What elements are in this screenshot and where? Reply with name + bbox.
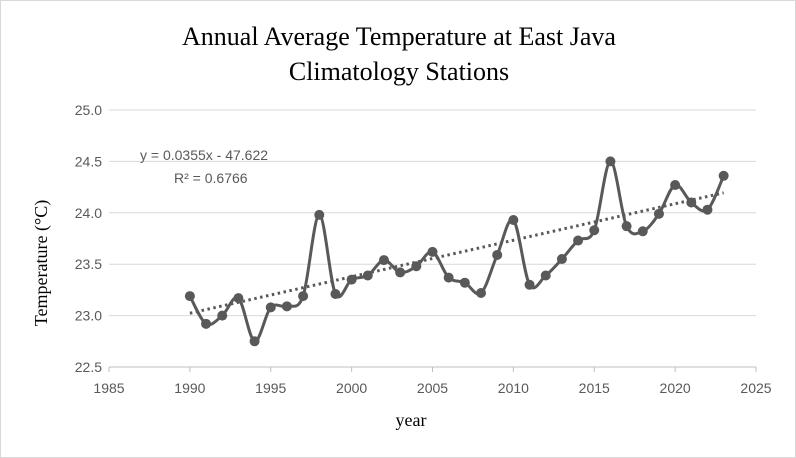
data-point <box>217 310 228 321</box>
data-point <box>378 255 389 266</box>
data-point <box>637 226 648 237</box>
data-point <box>346 274 357 285</box>
series-layer <box>184 156 729 347</box>
chart-title-line-2: Climatology Stations <box>289 57 509 86</box>
y-tick-label: 24.0 <box>75 205 102 221</box>
x-tick-label: 1985 <box>93 380 124 396</box>
data-point <box>540 270 551 281</box>
y-tick-label: 25.0 <box>75 102 102 118</box>
data-point <box>281 301 292 312</box>
data-point <box>330 289 341 300</box>
trendline <box>189 191 724 315</box>
data-point <box>476 287 487 298</box>
data-point <box>427 246 438 257</box>
data-point <box>589 225 600 236</box>
y-tick-label: 24.5 <box>75 153 102 169</box>
data-point <box>298 291 309 302</box>
y-tick-label: 23.0 <box>75 308 102 324</box>
data-point <box>653 208 664 219</box>
data-point <box>443 272 454 283</box>
trendline-layer <box>189 191 724 315</box>
data-point <box>314 209 325 220</box>
data-point <box>411 261 422 272</box>
data-point <box>201 318 212 329</box>
data-point <box>556 254 567 265</box>
axes: 22.5 23.0 23.5 24.0 24.5 25.0 1985 1990 1995 2000… <box>75 102 772 396</box>
data-point <box>718 170 729 181</box>
data-point <box>459 277 470 288</box>
y-axis-label: Temperature (°C) <box>31 200 52 326</box>
data-point <box>233 293 244 304</box>
data-point <box>265 302 276 313</box>
series-line <box>188 159 726 343</box>
x-tick-label: 1995 <box>255 380 286 396</box>
x-tick-label: 2015 <box>579 380 610 396</box>
data-point <box>702 204 713 215</box>
x-tick-label: 2005 <box>417 380 448 396</box>
x-tick-label: 2020 <box>660 380 691 396</box>
data-point <box>492 249 503 260</box>
y-tick-label: 23.5 <box>75 256 102 272</box>
data-point <box>573 235 584 246</box>
data-point <box>184 291 195 302</box>
y-tick-label: 22.5 <box>75 359 102 375</box>
data-point <box>395 267 406 278</box>
x-tick-label: 1990 <box>174 380 205 396</box>
x-axis-label: year <box>396 410 427 430</box>
data-point <box>686 197 697 208</box>
x-tick-label: 2025 <box>740 380 771 396</box>
x-tick-label: 2010 <box>498 380 529 396</box>
data-point <box>670 180 681 191</box>
chart-title-line-1: Annual Average Temperature at East Java <box>182 22 616 51</box>
data-point <box>524 279 535 290</box>
data-point <box>621 221 632 232</box>
x-tick-label: 2000 <box>336 380 367 396</box>
data-point <box>508 214 519 225</box>
data-point <box>605 156 616 167</box>
trendline-equation: y = 0.0355x - 47.622 <box>140 147 268 163</box>
data-point <box>362 270 373 281</box>
trendline-r-squared: R² = 0.6766 <box>174 170 248 186</box>
data-point <box>249 336 260 347</box>
